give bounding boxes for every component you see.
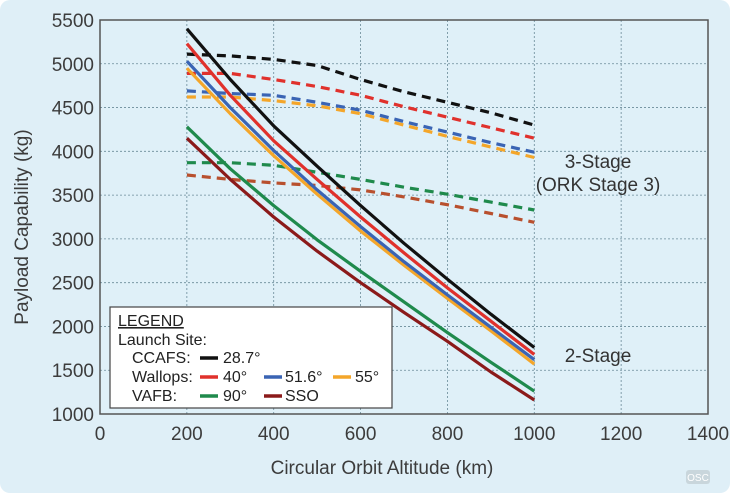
x-tick-label: 200: [171, 424, 203, 445]
legend-site-ccafs: CCAFS:: [132, 350, 191, 367]
x-tick-label: 600: [345, 424, 377, 445]
legend-site-vafb: VAFB:: [132, 388, 177, 405]
series-2-stage-28-7: [185, 27, 536, 349]
ork-stage-label: (ORK Stage 3): [536, 175, 661, 196]
y-tick-label: 5500: [52, 11, 94, 32]
legend-site-wallops: Wallops:: [132, 369, 193, 386]
plot-area-border: [99, 19, 709, 415]
y-tick-label: 5000: [52, 55, 94, 76]
y-tick-label: 4500: [52, 99, 94, 120]
series-2-stage-51-6: [185, 60, 536, 361]
legend-label-51-6: 51.6°: [285, 369, 323, 386]
legend-label-55: 55°: [355, 369, 379, 386]
watermark-badge: [686, 470, 710, 484]
x-tick-label: 1400: [687, 424, 729, 445]
series-2-stage-sso: [185, 137, 536, 402]
legend-label-28-7: 28.7°: [223, 350, 261, 367]
x-tick-label: 400: [258, 424, 290, 445]
y-tick-label: 2500: [52, 274, 94, 295]
x-tick-label: 1200: [600, 424, 642, 445]
series-3-stage-90: [186, 161, 535, 212]
y-tick-label: 2000: [52, 317, 94, 338]
legend-label-sso: SSO: [285, 388, 319, 405]
series-2-stage-40: [185, 42, 536, 356]
y-tick-label: 1000: [52, 405, 94, 426]
watermark-logo: OSC: [687, 473, 709, 484]
three-stage-label: 3-Stage: [565, 152, 632, 173]
y-tick-label: 1500: [52, 361, 94, 382]
legend-subtitle: Launch Site:: [118, 332, 207, 349]
x-tick-label: 800: [432, 424, 464, 445]
two-stage-label: 2-Stage: [565, 346, 632, 367]
series-lines: [185, 27, 536, 402]
series-3-stage-sso: [186, 173, 535, 224]
legend-label-90: 90°: [223, 388, 247, 405]
y-tick-label: 3000: [52, 230, 94, 251]
series-2-stage-90: [185, 125, 536, 393]
legend-background: [109, 306, 393, 409]
tick-labels: 0 200 400 600 800 1000 1200 1400 1000 1500 2000 250…: [52, 11, 729, 445]
x-axis-title: Circular Orbit Altitude (km): [271, 458, 494, 479]
legend-label-40: 40°: [223, 369, 247, 386]
legend: LEGEND Launch Site: CCAFS: Wallops: VAFB…: [109, 306, 393, 409]
legend-title: LEGEND: [118, 313, 184, 330]
x-tick-label: 1000: [513, 424, 555, 445]
y-tick-label: 3500: [52, 186, 94, 207]
x-tick-label: 0: [95, 424, 106, 445]
series-2-stage-55: [185, 67, 536, 366]
y-tick-label: 4000: [52, 142, 94, 163]
y-axis-title: Payload Capability (kg): [12, 129, 33, 324]
